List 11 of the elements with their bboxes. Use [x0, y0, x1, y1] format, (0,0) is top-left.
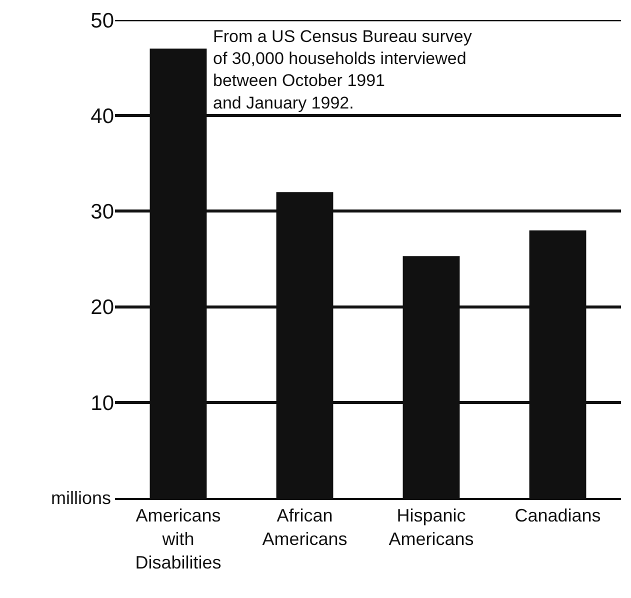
y-tick-label: 10	[90, 392, 114, 415]
y-tick-label: 50	[90, 9, 114, 32]
y-tick-label: 20	[90, 296, 114, 320]
x-tick-label: Hispanic Americans	[388, 506, 474, 549]
x-tick-label: Canadians	[514, 506, 601, 526]
y-axis-title: millions	[51, 488, 112, 508]
y-tick-label: 30	[90, 200, 114, 224]
x-tick-label: Americans with Disabilities	[135, 506, 222, 572]
x-tick-label: African Americans	[262, 506, 348, 549]
annotation: From a US Census Bureau survey of 30,000 households interviewed between October 1991 and January 1992.	[213, 27, 472, 112]
y-tick-label: 40	[90, 104, 114, 128]
